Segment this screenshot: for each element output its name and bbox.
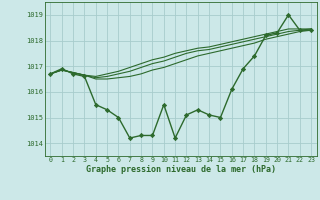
X-axis label: Graphe pression niveau de la mer (hPa): Graphe pression niveau de la mer (hPa)	[86, 165, 276, 174]
